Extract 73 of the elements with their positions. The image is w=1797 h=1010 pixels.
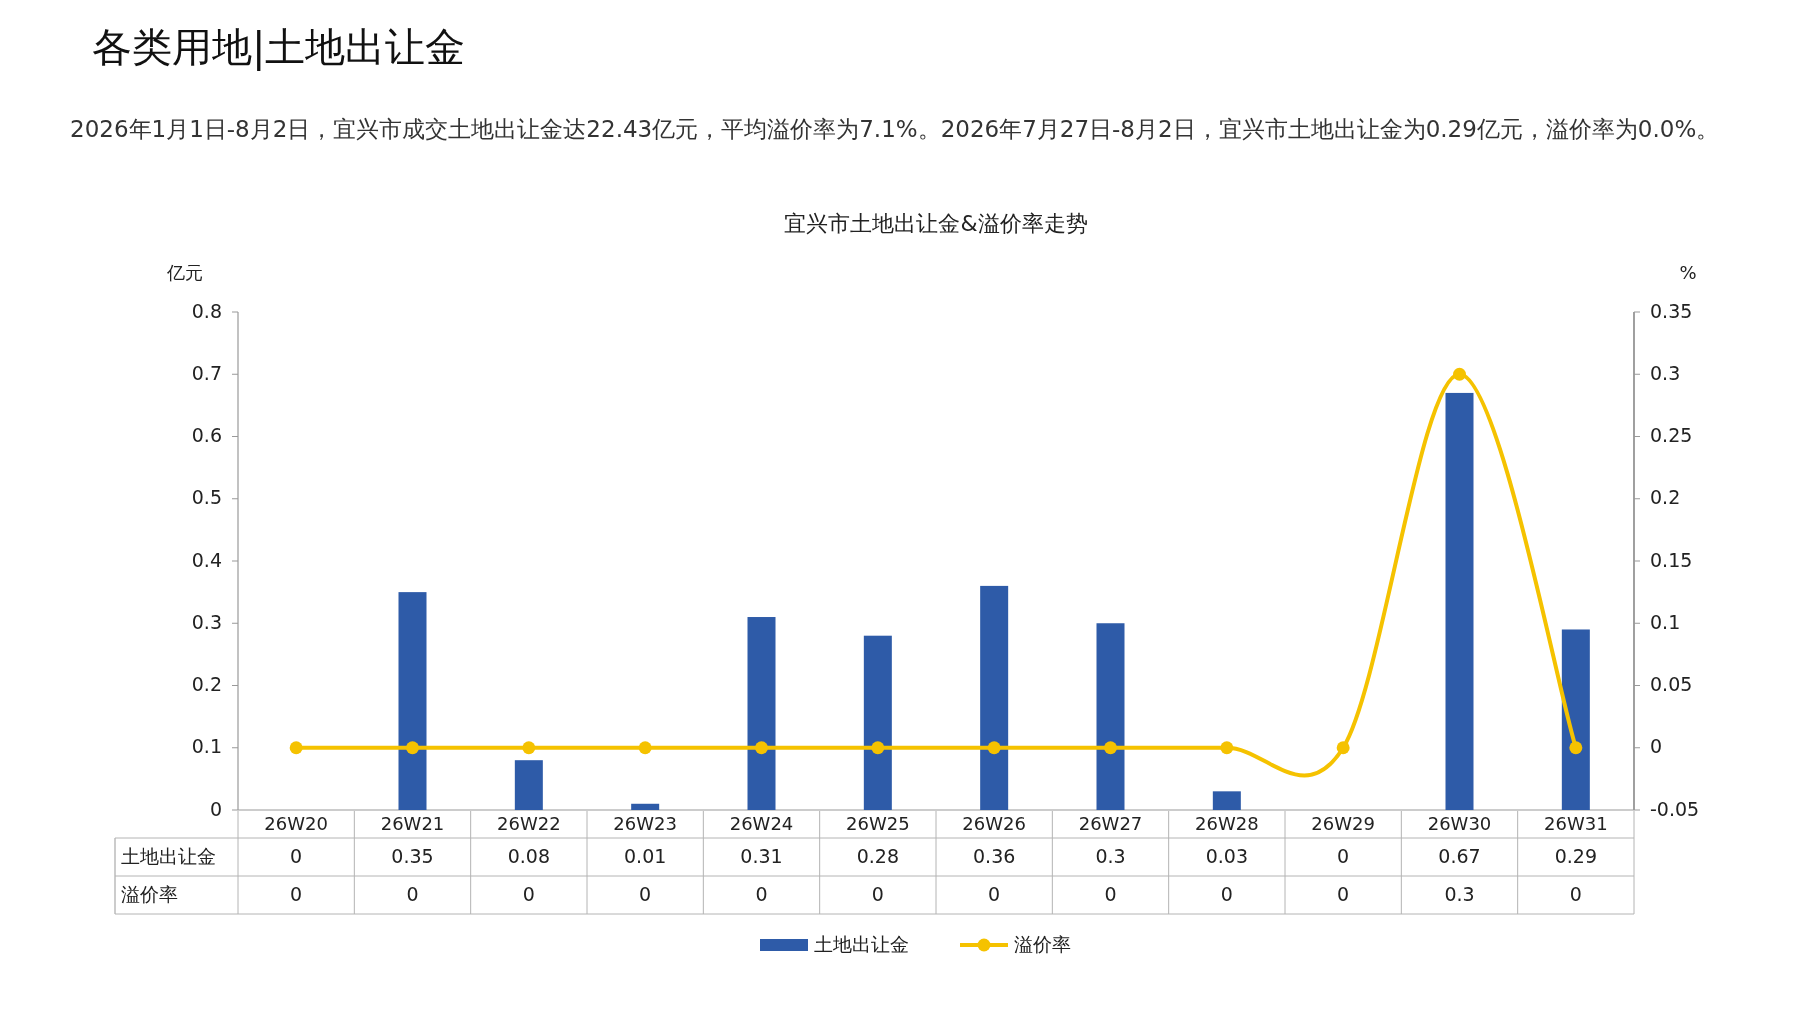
bar (514, 760, 543, 810)
y2-axis-title: % (1679, 262, 1697, 283)
chart-title: 宜兴市土地出让金&溢价率走势 (784, 211, 1088, 236)
y2-tick-label: 0.15 (1650, 548, 1693, 571)
y2-tick-label: 0.2 (1650, 486, 1681, 509)
data-label: 0 (1104, 882, 1117, 905)
y-axis-title: 亿元 (166, 262, 203, 283)
text: 溢价率 (121, 882, 178, 905)
y2-tick-label: 0.3 (1650, 361, 1681, 384)
data-label: 0.35 (391, 844, 434, 867)
data-label: 0 (871, 882, 884, 905)
x-tick-label: 26W24 (729, 813, 794, 834)
x-tick-label: 26W23 (613, 813, 677, 834)
legend-label: 土地出让金 (814, 932, 909, 955)
y2-tick-label: 0.1 (1650, 610, 1681, 633)
x-tick-label: 26W26 (962, 813, 1026, 834)
y-tick-label: 0.8 (191, 299, 222, 322)
x-tick-label: 26W31 (1544, 813, 1608, 834)
x-tick-label: 26W29 (1311, 813, 1375, 834)
y2-tick-label: 0 (1650, 735, 1663, 758)
y-tick-label: 0.4 (191, 548, 222, 571)
data-label: 0 (290, 844, 303, 867)
bar (863, 635, 892, 810)
data-label: 0 (1569, 882, 1582, 905)
y2-tick-label: 0.05 (1650, 673, 1693, 695)
text: 土地出让金 (121, 844, 216, 867)
data-label: 0.3 (1095, 844, 1126, 867)
x-tick-label: 26W22 (497, 813, 561, 834)
y-tick-label: 0 (209, 797, 222, 820)
y-tick-label: 0.7 (191, 361, 222, 384)
data-label: 0.29 (1554, 844, 1597, 867)
y-tick-label: 0.2 (191, 673, 222, 695)
bar (1561, 629, 1590, 810)
bar (398, 592, 427, 810)
data-label: 0.31 (740, 844, 783, 867)
data-label: 0.28 (856, 844, 899, 867)
bar (1445, 392, 1474, 810)
bar (747, 617, 776, 810)
data-label: 0 (522, 882, 535, 905)
data-label: 0.67 (1438, 844, 1481, 867)
data-label: 0.03 (1205, 844, 1248, 867)
y2-tick-label: 0.25 (1650, 424, 1693, 446)
x-tick-label: 26W20 (264, 813, 328, 834)
x-tick-label: 26W25 (846, 813, 910, 834)
text: 2026年1月1日-8月2日，宜兴市成交土地出让金达22.43亿元，平均溢价率为7.1%。2026年7月27日-8月2日，宜兴市土地出让金为0.29亿元，溢价率为0.0%。 (70, 115, 1721, 144)
data-label: 0 (290, 882, 303, 905)
y2-tick-label: -0.05 (1650, 797, 1700, 820)
data-label: 0.36 (973, 844, 1016, 867)
data-label: 0.01 (624, 844, 667, 867)
chart-subtitle: 各类用地|土地出让金 (92, 23, 466, 73)
data-label: 0 (1220, 882, 1233, 905)
x-tick-label: 26W27 (1078, 813, 1143, 834)
x-tick-label: 26W21 (380, 813, 445, 834)
bar (1096, 623, 1125, 810)
data-label: 0 (639, 882, 652, 905)
bar (980, 585, 1009, 810)
y-tick-label: 0.5 (191, 486, 222, 509)
data-label: 0 (1337, 882, 1350, 905)
x-tick-label: 26W28 (1195, 813, 1259, 834)
data-label: 0.3 (1444, 882, 1475, 905)
x-tick-label: 26W30 (1427, 813, 1492, 834)
data-label: 0.08 (507, 844, 550, 867)
data-label: 0 (1337, 844, 1350, 867)
y2-tick-label: 0.35 (1650, 299, 1693, 322)
y-tick-label: 0.1 (191, 735, 222, 758)
y-tick-label: 0.3 (191, 610, 222, 633)
bar (1212, 791, 1241, 810)
legend-label: 溢价率 (1014, 932, 1071, 955)
bar (631, 803, 660, 810)
y-tick-label: 0.6 (191, 424, 222, 446)
data-label: 0 (755, 882, 768, 905)
data-label: 0 (988, 882, 1001, 905)
data-label: 0 (406, 882, 419, 905)
